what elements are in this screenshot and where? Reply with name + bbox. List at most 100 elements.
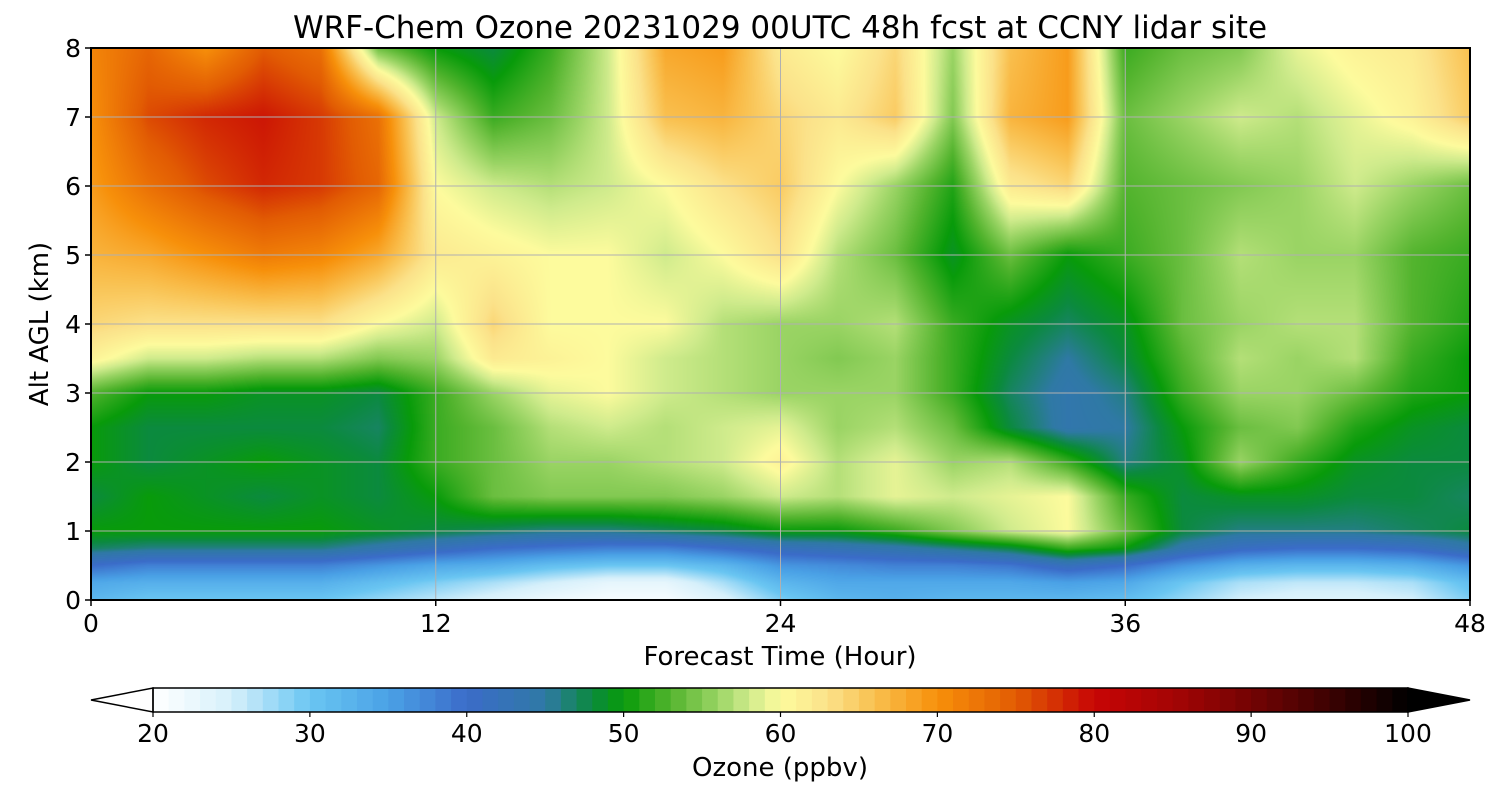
colorbar-tick-label: 20 — [137, 719, 169, 748]
colorbar-segment — [1251, 688, 1268, 712]
colorbar-tick-label: 70 — [921, 719, 953, 748]
colorbar-label: Ozone (ppbv) — [692, 753, 868, 783]
colorbar-segment — [1031, 688, 1048, 712]
colorbar-segment — [1392, 688, 1409, 712]
colorbar-segment — [670, 688, 687, 712]
x-tick-label: 24 — [765, 609, 797, 638]
colorbar-ticks: 20 30 40 50 60 70 80 90 100 — [137, 712, 1432, 748]
y-axis-ticks: 0 1 2 3 4 5 6 7 8 — [65, 34, 91, 615]
y-tick-label: 2 — [65, 448, 81, 477]
y-tick-label: 1 — [65, 517, 81, 546]
colorbar-tick-label: 80 — [1078, 719, 1110, 748]
colorbar-segment — [513, 688, 531, 712]
colorbar-segment — [388, 688, 405, 712]
colorbar-segment — [576, 688, 593, 712]
colorbar-segment — [1235, 688, 1252, 712]
y-tick-label: 3 — [65, 379, 81, 408]
colorbar-segment — [655, 688, 672, 712]
colorbar-segment — [341, 688, 358, 712]
colorbar-segment — [717, 688, 735, 712]
colorbar-segment — [968, 688, 986, 712]
colorbar-segment — [1000, 688, 1017, 712]
x-axis-ticks: 0 12 24 36 48 — [83, 600, 1486, 638]
colorbar-segment — [953, 688, 970, 712]
colorbar-segment — [1172, 688, 1189, 712]
colorbar-segment — [702, 688, 719, 712]
colorbar-segment — [231, 688, 248, 712]
y-tick-label: 4 — [65, 310, 81, 339]
colorbar-segment — [404, 688, 421, 712]
colorbar-segment — [639, 688, 656, 712]
colorbar-segment — [1141, 688, 1158, 712]
colorbar-segment — [466, 688, 484, 712]
colorbar-segment — [560, 688, 578, 712]
colorbar-segment — [419, 688, 436, 712]
colorbar-segment — [1015, 688, 1033, 712]
colorbar-tick-label: 90 — [1235, 719, 1267, 748]
x-axis-label: Forecast Time (Hour) — [643, 642, 916, 672]
colorbar-segment — [1345, 688, 1362, 712]
colorbar-segment — [153, 688, 170, 712]
colorbar-tick-label: 100 — [1384, 719, 1432, 748]
colorbar-segment — [607, 688, 625, 712]
x-tick-label: 36 — [1109, 609, 1141, 638]
colorbar-tick-label: 50 — [608, 719, 640, 748]
y-tick-label: 8 — [65, 34, 81, 63]
colorbar-segment — [1109, 688, 1127, 712]
colorbar-tick-label: 40 — [451, 719, 483, 748]
colorbar-segment — [764, 688, 782, 712]
colorbar-segment — [843, 688, 860, 712]
colorbar-segment — [592, 688, 609, 712]
colorbar — [90, 687, 1471, 713]
colorbar-segment — [435, 688, 452, 712]
colorbar-segment — [984, 688, 1001, 712]
colorbar-segment — [1298, 688, 1315, 712]
colorbar-segment — [1188, 688, 1205, 712]
colorbar-segment — [874, 688, 891, 712]
colorbar-segment — [811, 688, 829, 712]
colorbar-segment — [168, 688, 185, 712]
colorbar-tick-label: 30 — [294, 719, 326, 748]
colorbar-segment — [1204, 688, 1221, 712]
x-tick-label: 12 — [420, 609, 452, 638]
colorbar-segment — [623, 688, 640, 712]
colorbar-segment — [1094, 688, 1111, 712]
y-tick-label: 0 — [65, 586, 81, 615]
colorbar-tick-label: 60 — [765, 719, 797, 748]
colorbar-segment — [890, 688, 907, 712]
colorbar-extend-high — [1407, 687, 1471, 713]
colorbar-segment — [545, 688, 562, 712]
colorbar-segment — [294, 688, 311, 712]
colorbar-segment — [1266, 688, 1284, 712]
y-axis-label: Alt AGL (km) — [25, 242, 55, 406]
colorbar-segment — [372, 688, 389, 712]
chart-title: WRF-Chem Ozone 20231029 00UTC 48h fcst a… — [293, 10, 1267, 46]
colorbar-segment — [796, 688, 813, 712]
colorbar-segment — [827, 688, 844, 712]
colorbar-segment — [749, 688, 766, 712]
colorbar-segment — [1219, 688, 1237, 712]
colorbar-segment — [1313, 688, 1331, 712]
y-tick-label: 6 — [65, 172, 81, 201]
colorbar-segment — [1125, 688, 1142, 712]
y-tick-label: 5 — [65, 241, 81, 270]
colorbar-segment — [1062, 688, 1080, 712]
colorbar-segment — [1360, 688, 1378, 712]
colorbar-segment — [215, 688, 233, 712]
colorbar-extend-low — [90, 687, 154, 713]
x-tick-label: 0 — [83, 609, 99, 638]
colorbar-segment — [858, 688, 876, 712]
colorbar-segment — [247, 688, 264, 712]
colorbar-segment — [529, 688, 546, 712]
colorbar-segment — [1157, 688, 1174, 712]
colorbar-segment — [482, 688, 499, 712]
x-tick-label: 48 — [1454, 609, 1486, 638]
colorbar-segment — [356, 688, 374, 712]
colorbar-segment — [937, 688, 954, 712]
colorbar-segment — [1329, 688, 1346, 712]
colorbar-segment — [686, 688, 703, 712]
colorbar-segment — [733, 688, 750, 712]
colorbar-segment — [309, 688, 327, 712]
y-tick-label: 7 — [65, 103, 81, 132]
